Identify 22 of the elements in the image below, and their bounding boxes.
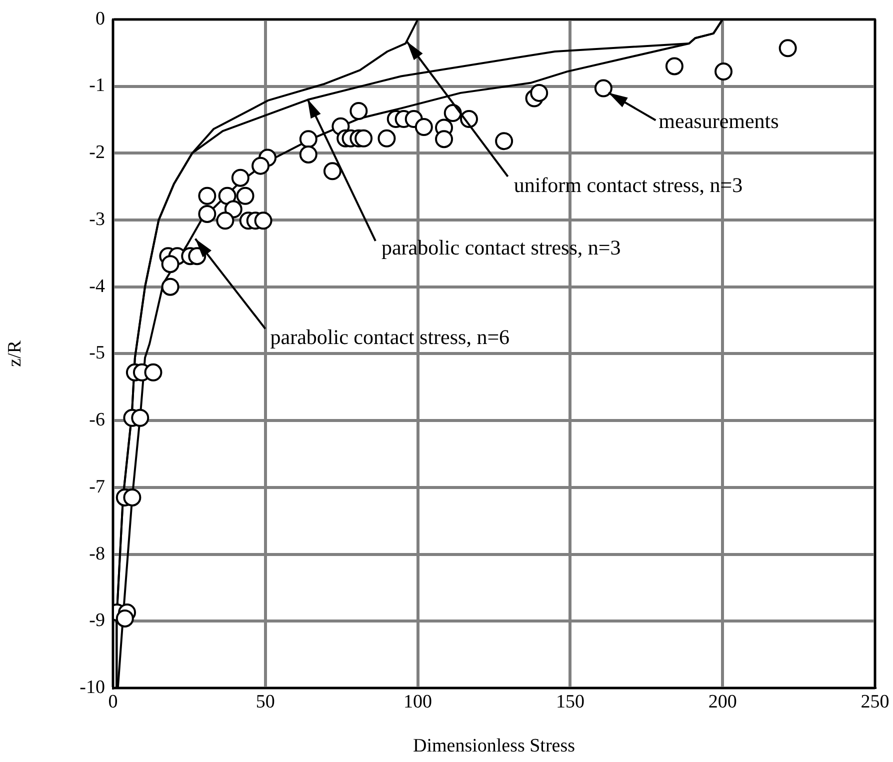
annotation: parabolic contact stress, n=6 [270, 325, 510, 350]
x-tick-label: 250 [860, 691, 890, 712]
y-tick-label: -10 [80, 676, 105, 698]
y-tick-label: 0 [96, 8, 105, 30]
y-tick-label: -4 [89, 276, 106, 297]
x-tick-label: 100 [404, 691, 432, 712]
annotation: uniform contact stress, n=3 [514, 172, 743, 197]
x-tick-label: 200 [708, 691, 737, 712]
y-tick-label: -9 [89, 610, 105, 632]
x-tick-label: 150 [556, 691, 584, 712]
y-tick-label: -2 [89, 142, 105, 164]
y-tick-label: -8 [89, 543, 105, 564]
y-tick-label: -3 [89, 208, 105, 230]
annotation: measurements [658, 108, 779, 133]
y-axis-title: z/R [4, 340, 26, 367]
y-tick-label: -5 [89, 342, 105, 364]
y-tick-label: -7 [89, 476, 105, 498]
y-tick-label: -1 [89, 75, 105, 96]
x-axis-title: Dimensionless Stress [412, 736, 576, 757]
annotation: parabolic contact stress, n=3 [381, 235, 621, 260]
y-tick-label: -6 [89, 410, 105, 431]
x-tick-label: 50 [256, 691, 275, 712]
